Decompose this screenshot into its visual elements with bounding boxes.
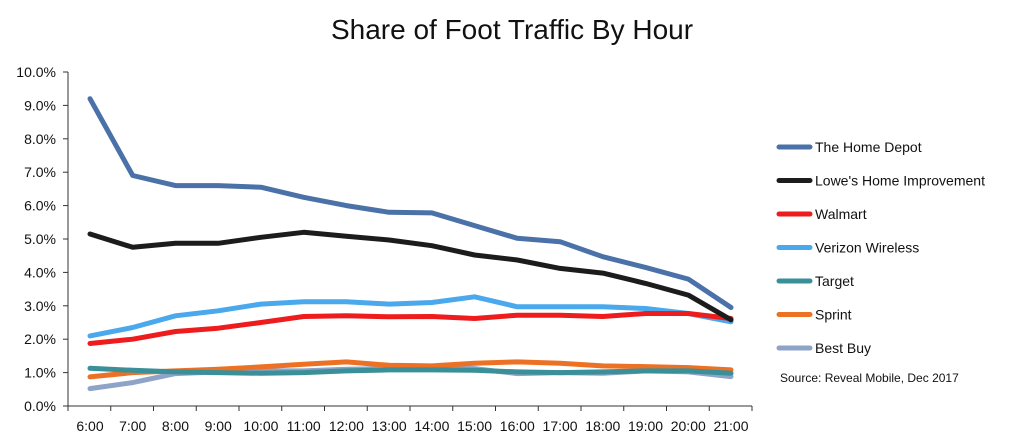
x-tick-label: 17:00 [543,418,578,434]
x-tick-label: 15:00 [457,418,492,434]
x-tick-label: 8:00 [162,418,189,434]
x-tick-label: 19:00 [628,418,663,434]
x-axis-ticks: 6:00 7:00 8:00 9:00 10:00 11:00 12:00 13:00 14:0… [67,406,753,434]
x-tick-label: 9:00 [205,418,232,434]
legend-label: Walmart [815,206,867,222]
source-annotation: Source: Reveal Mobile, Dec 2017 [780,371,959,385]
x-tick-label: 16:00 [500,418,535,434]
x-tick-label: 20:00 [671,418,706,434]
y-tick-label: 4.0% [24,264,56,280]
x-tick-label: 13:00 [372,418,407,434]
chart-title: Share of Foot Traffic By Hour [330,14,694,45]
y-tick-label: 6.0% [24,198,56,214]
series-line-verizon-wireless [87,294,734,339]
y-tick-label: 8.0% [24,131,56,147]
chart-legend: The Home Depot Lowe's Home Improvement Wal… [776,139,985,356]
legend-label: Sprint [815,307,852,323]
y-tick-label: 5.0% [24,231,56,247]
legend-label: Best Buy [815,340,871,356]
y-axis-ticks: 0.0% 1.0% 2.0% 3.0% 4.0% 5.0% 6.0% 7.0% 8.0% 9.0%… [16,64,68,414]
legend-label: Target [815,273,854,289]
x-tick-label: 6:00 [76,418,103,434]
series-line-the-home-depot [87,96,734,310]
y-tick-label: 7.0% [24,164,56,180]
x-tick-label: 14:00 [414,418,449,434]
x-tick-label: 12:00 [329,418,364,434]
x-tick-label: 11:00 [287,418,321,434]
x-tick-label: 18:00 [585,418,620,434]
y-tick-label: 2.0% [24,331,56,347]
y-tick-label: 1.0% [24,365,56,381]
x-tick-label: 7:00 [119,418,146,434]
chart-axes [67,72,752,407]
y-tick-label: 0.0% [24,398,56,414]
series-line-walmart [87,311,734,346]
legend-label: Verizon Wireless [815,240,919,256]
y-tick-label: 9.0% [24,97,56,113]
series-lines [87,96,734,392]
x-tick-label: 10:00 [243,418,278,434]
y-tick-label: 3.0% [24,298,56,314]
x-tick-label: 21:00 [713,418,748,434]
legend-label: Lowe's Home Improvement [815,173,985,189]
series-line-target [87,365,734,376]
series-line-lowe-s-home-improvement [87,229,734,323]
y-tick-label: 10.0% [16,64,56,80]
legend-label: The Home Depot [815,139,922,155]
